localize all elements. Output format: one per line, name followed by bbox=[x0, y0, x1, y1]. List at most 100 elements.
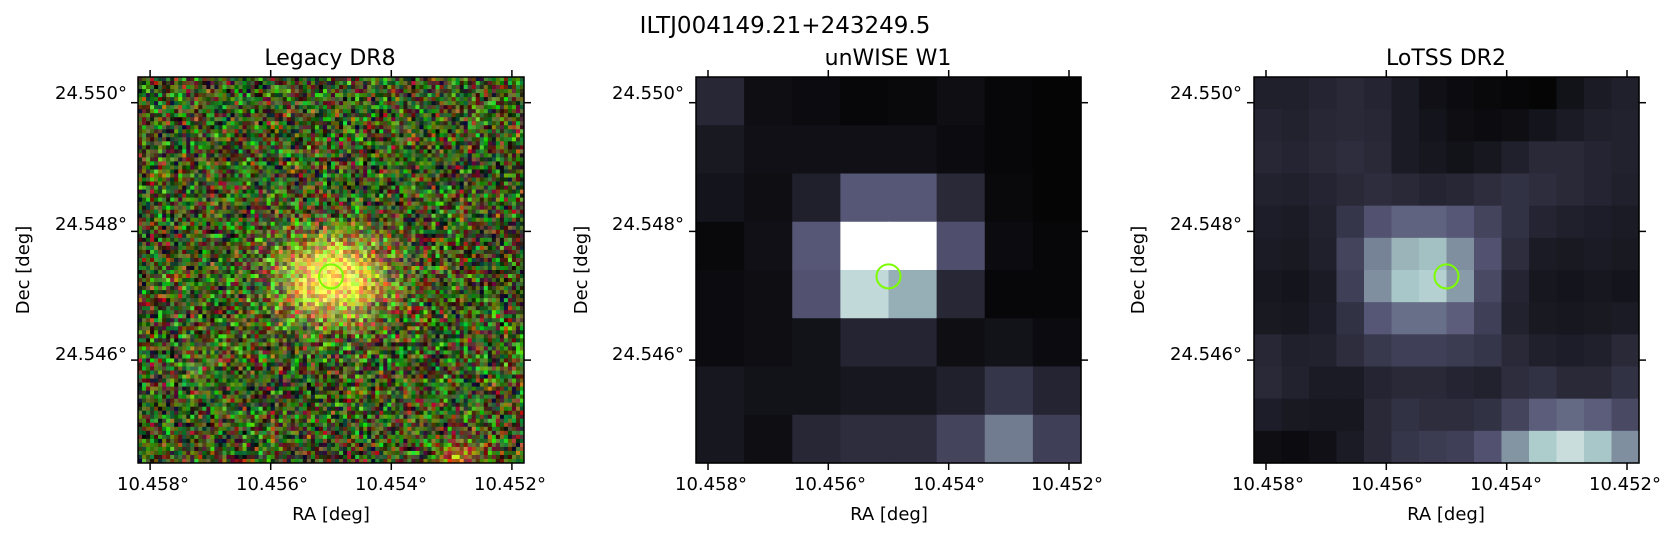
image-pixel bbox=[278, 157, 284, 162]
image-pixel bbox=[363, 133, 368, 138]
image-pixel bbox=[302, 153, 308, 158]
image-pixel bbox=[355, 157, 360, 162]
image-pixel bbox=[415, 81, 420, 86]
image-pixel bbox=[322, 81, 328, 86]
image-pixel bbox=[499, 245, 505, 251]
image-pixel bbox=[186, 165, 191, 170]
image-pixel bbox=[234, 217, 240, 223]
image-pixel bbox=[495, 237, 501, 243]
image-pixel bbox=[278, 185, 284, 191]
image-pixel bbox=[142, 257, 147, 263]
image-pixel bbox=[258, 129, 264, 134]
image-pixel bbox=[483, 233, 489, 239]
image-pixel bbox=[182, 129, 187, 134]
image-pixel bbox=[174, 109, 179, 114]
image-pixel bbox=[198, 213, 203, 219]
image-pixel bbox=[142, 93, 147, 98]
image-pixel bbox=[262, 141, 268, 146]
image-pixel bbox=[266, 229, 272, 235]
image-pixel bbox=[411, 274, 416, 279]
image-pixel bbox=[343, 93, 348, 98]
image-pixel bbox=[214, 85, 219, 90]
image-pixel bbox=[274, 137, 280, 142]
image-pixel bbox=[515, 181, 521, 187]
image-pixel bbox=[142, 117, 147, 122]
image-pixel bbox=[415, 137, 420, 142]
image-pixel bbox=[166, 209, 171, 215]
image-pixel bbox=[206, 213, 211, 219]
image-pixel bbox=[190, 245, 195, 251]
image-pixel bbox=[387, 274, 392, 279]
image-pixel bbox=[407, 177, 412, 183]
image-pixel bbox=[162, 274, 167, 279]
image-pixel bbox=[186, 233, 191, 239]
image-pixel bbox=[427, 149, 433, 154]
image-pixel bbox=[230, 205, 235, 211]
image-pixel bbox=[170, 77, 175, 82]
image-pixel bbox=[335, 274, 340, 279]
image-pixel bbox=[170, 197, 175, 203]
image-pixel bbox=[335, 121, 340, 126]
image-pixel bbox=[222, 165, 227, 170]
image-pixel bbox=[246, 165, 252, 170]
image-pixel bbox=[246, 278, 252, 283]
image-pixel bbox=[399, 229, 404, 235]
image-pixel bbox=[471, 213, 477, 219]
image-pixel bbox=[399, 197, 404, 203]
image-pixel bbox=[194, 117, 199, 122]
image-pixel bbox=[491, 81, 497, 86]
image-pixel bbox=[270, 117, 276, 122]
image-pixel bbox=[238, 229, 244, 235]
image-pixel bbox=[246, 149, 252, 154]
image-pixel bbox=[383, 97, 388, 102]
image-pixel bbox=[475, 165, 481, 170]
image-pixel bbox=[290, 282, 296, 287]
image-pixel bbox=[250, 101, 256, 106]
image-pixel bbox=[495, 85, 501, 90]
image-pixel bbox=[495, 213, 501, 219]
image-pixel bbox=[266, 149, 272, 154]
image-pixel bbox=[499, 270, 505, 275]
image-pixel bbox=[262, 105, 268, 110]
image-pixel bbox=[367, 209, 372, 215]
image-pixel bbox=[142, 133, 147, 138]
image-pixel bbox=[335, 185, 340, 191]
image-pixel bbox=[411, 217, 416, 223]
image-pixel bbox=[298, 270, 304, 275]
image-pixel bbox=[487, 145, 493, 150]
image-pixel bbox=[210, 213, 215, 219]
image-pixel bbox=[339, 197, 344, 203]
image-pixel bbox=[214, 169, 219, 174]
image-pixel bbox=[178, 197, 183, 203]
image-pixel bbox=[322, 133, 328, 138]
image-pixel bbox=[142, 249, 147, 255]
image-pixel bbox=[343, 197, 348, 203]
image-pixel bbox=[146, 137, 151, 142]
image-pixel bbox=[222, 181, 227, 187]
image-pixel bbox=[258, 270, 264, 275]
image-pixel bbox=[379, 85, 384, 90]
image-pixel bbox=[391, 137, 396, 142]
image-pixel bbox=[322, 89, 328, 94]
image-pixel bbox=[483, 221, 489, 227]
image-pixel bbox=[383, 81, 388, 86]
image-pixel bbox=[214, 261, 219, 267]
image-pixel bbox=[246, 237, 252, 243]
image-pixel bbox=[218, 225, 223, 231]
image-pixel bbox=[391, 173, 396, 179]
image-pixel bbox=[399, 81, 404, 86]
image-pixel bbox=[190, 149, 195, 154]
image-pixel bbox=[274, 274, 280, 279]
image-pixel bbox=[519, 221, 525, 227]
image-pixel bbox=[138, 245, 143, 251]
image-pixel bbox=[335, 81, 340, 86]
image-pixel bbox=[194, 209, 199, 215]
image-pixel bbox=[194, 189, 199, 195]
image-pixel bbox=[427, 274, 433, 279]
image-pixel bbox=[331, 249, 336, 255]
image-pixel bbox=[407, 85, 412, 90]
image-pixel bbox=[415, 181, 420, 187]
image-pixel bbox=[391, 229, 396, 235]
image-pixel bbox=[270, 105, 276, 110]
image-pixel bbox=[250, 270, 256, 275]
